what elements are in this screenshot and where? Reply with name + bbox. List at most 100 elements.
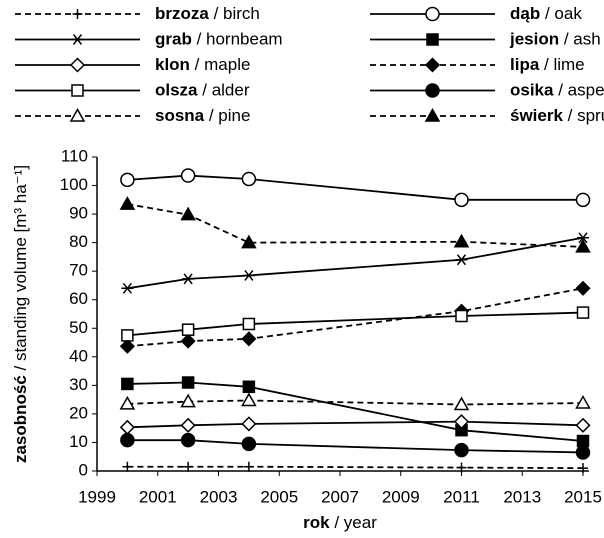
x-tick-label: 2001	[139, 487, 177, 506]
x-axis-title: rok / year	[303, 513, 377, 532]
marker	[119, 196, 136, 210]
legend-marker	[71, 34, 84, 45]
marker	[241, 392, 257, 407]
marker	[242, 317, 256, 331]
legend-label: dąb / oak	[510, 4, 582, 23]
marker	[575, 192, 591, 208]
marker	[455, 254, 468, 266]
y-tick-label: 20	[69, 403, 88, 422]
series-line	[127, 439, 584, 454]
marker	[121, 377, 134, 391]
x-tick-label: 2015	[564, 487, 602, 506]
y-tick-label: 0	[79, 460, 88, 479]
x-tick-label: 2005	[260, 487, 298, 506]
marker	[180, 393, 196, 408]
y-tick-label: 110	[61, 146, 88, 165]
marker	[453, 396, 470, 411]
marker	[181, 323, 195, 336]
legend-label: jesion / ash	[509, 30, 601, 49]
series-line	[127, 236, 584, 290]
legend-marker	[424, 107, 441, 122]
marker	[575, 417, 591, 433]
legend-marker	[69, 57, 86, 73]
series-line	[127, 311, 584, 337]
marker	[120, 432, 135, 448]
series-line	[127, 399, 584, 406]
legend-label: olsza / alder	[155, 81, 250, 100]
legend-marker	[71, 84, 84, 97]
legend-label: klon / maple	[155, 55, 250, 74]
marker	[180, 168, 196, 183]
legend-label: grab / hornbeam	[155, 30, 283, 49]
legend-label: lipa / lime	[510, 55, 585, 74]
marker	[242, 380, 256, 394]
series-line	[127, 174, 583, 201]
marker	[120, 172, 135, 188]
x-tick-label: 2009	[382, 487, 420, 506]
marker	[576, 434, 590, 448]
marker	[575, 238, 591, 253]
marker	[180, 206, 196, 221]
y-tick-label: 100	[60, 175, 88, 194]
marker	[455, 309, 468, 323]
marker	[180, 417, 196, 433]
marker	[454, 192, 469, 208]
marker	[575, 445, 591, 460]
marker	[122, 461, 133, 472]
marker	[241, 331, 257, 347]
marker	[576, 306, 590, 319]
legend-label: świerk / spruce	[510, 106, 604, 125]
y-tick-label: 70	[69, 261, 88, 280]
marker	[180, 333, 196, 349]
y-tick-label: 30	[69, 375, 88, 394]
series-line	[127, 203, 584, 248]
y-axis-title: zasobność / standing volume [m³ ha⁻¹]	[11, 165, 30, 463]
marker	[575, 395, 591, 409]
legend-marker	[425, 83, 440, 98]
marker	[454, 442, 469, 458]
marker	[577, 232, 589, 244]
y-tick-label: 10	[69, 432, 88, 451]
series-line	[127, 465, 584, 470]
marker	[243, 461, 254, 472]
marker	[119, 338, 135, 354]
legend-marker	[72, 9, 83, 19]
marker	[456, 462, 467, 473]
series-line	[127, 381, 584, 442]
marker	[241, 416, 257, 432]
marker	[242, 269, 255, 281]
marker	[183, 461, 194, 472]
marker	[121, 329, 134, 342]
marker	[241, 234, 257, 249]
legend-label: brzoza / birch	[155, 4, 260, 23]
legend-label: osika / aspen	[510, 81, 604, 100]
marker	[119, 395, 136, 410]
y-tick-label: 80	[69, 232, 88, 251]
y-tick-label: 60	[69, 289, 88, 308]
marker	[241, 436, 257, 452]
marker	[119, 419, 135, 435]
y-tick-label: 50	[69, 318, 88, 337]
marker	[121, 282, 134, 294]
legend-marker	[425, 6, 440, 22]
marker	[180, 432, 196, 448]
legend-label: sosna / pine	[155, 106, 250, 125]
marker	[453, 414, 470, 430]
marker	[241, 171, 257, 187]
x-tick-label: 2003	[200, 487, 238, 506]
legend-marker	[69, 107, 86, 122]
x-tick-label: 2013	[503, 487, 541, 506]
series-line	[127, 287, 584, 348]
marker	[181, 376, 195, 389]
marker	[578, 463, 588, 474]
marker	[182, 273, 195, 285]
marker	[453, 233, 470, 248]
legend-marker	[424, 57, 441, 73]
x-tick-label: 2007	[321, 487, 359, 506]
legend-marker	[426, 33, 439, 46]
x-tick-label: 1999	[78, 487, 116, 506]
x-tick-label: 2011	[443, 487, 480, 506]
series-line	[127, 420, 584, 429]
y-tick-label: 40	[69, 346, 88, 365]
